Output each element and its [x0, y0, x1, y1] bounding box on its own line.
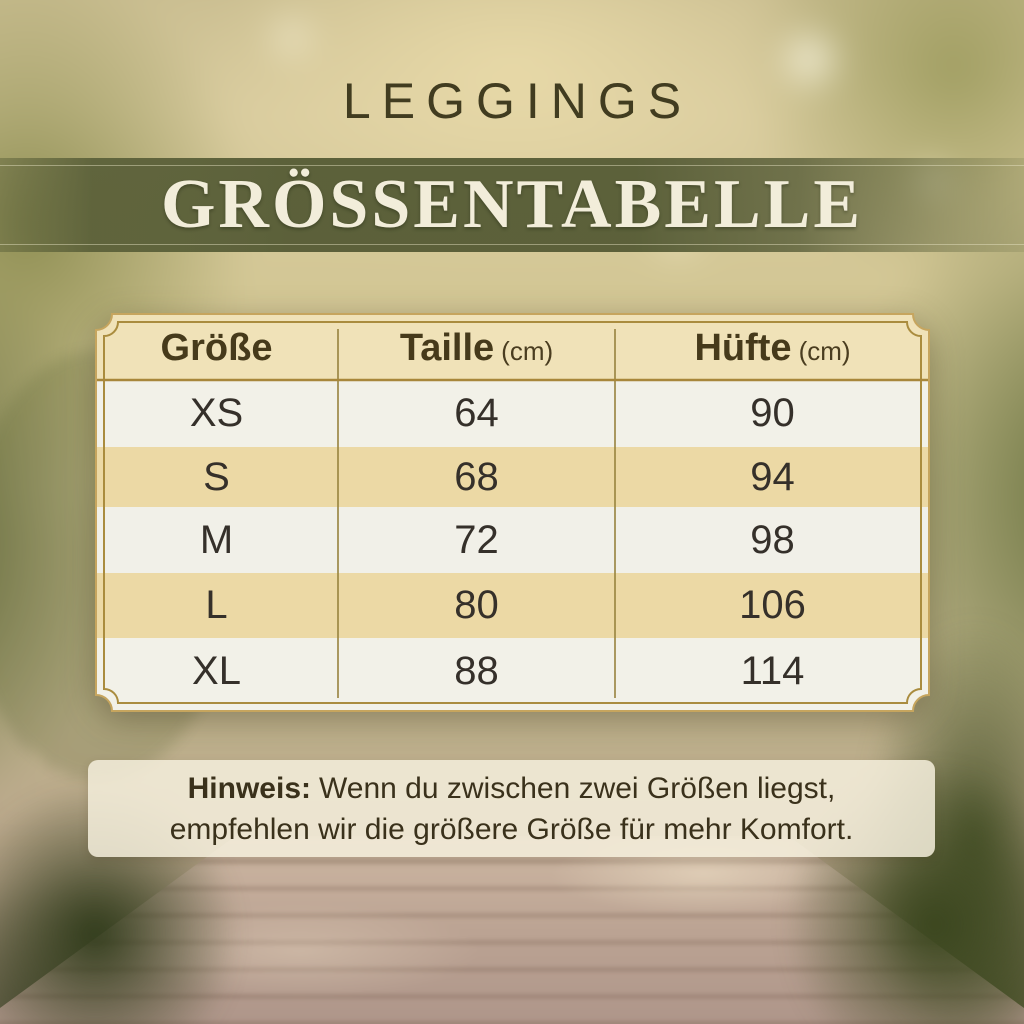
- cell-taille-m: 72: [454, 517, 499, 562]
- column-header-taille: Taille (cm): [338, 313, 615, 380]
- cell-taille-xs: 64: [454, 391, 499, 435]
- cell-huefte-xl: 114: [740, 648, 805, 693]
- cell-huefte-s: 94: [750, 454, 795, 499]
- cell-size-s: S: [203, 454, 230, 499]
- cell-taille-s: 68: [454, 454, 499, 499]
- column-header-huefte: Hüfte (cm): [615, 313, 930, 380]
- column-header-label: Größe: [160, 327, 273, 369]
- size-table: Größe Taille (cm) Hüfte (cm) XS 64 90 S …: [95, 313, 930, 712]
- column-header-groesse: Größe: [95, 313, 338, 380]
- note-box: Hinweis: Wenn du zwischen zwei Größen lie…: [88, 760, 935, 857]
- product-title: LEGGINGS: [342, 73, 693, 129]
- cell-huefte-l: 106: [739, 583, 806, 627]
- table-frame-decoration: [95, 313, 930, 712]
- cell-huefte-xs: 90: [750, 391, 795, 435]
- cell-size-l: L: [205, 583, 228, 627]
- note-text: Wenn du zwischen zwei Größen liegst,: [319, 771, 836, 805]
- cell-size-xl: XL: [192, 648, 241, 693]
- column-header-unit: (cm): [798, 336, 851, 366]
- title-banner: GRÖSSENTABELLE: [0, 158, 1024, 252]
- cell-taille-l: 80: [454, 583, 499, 627]
- cell-huefte-m: 98: [750, 517, 795, 562]
- note-line-1: Hinweis: Wenn du zwischen zwei Größen lie…: [188, 770, 836, 807]
- column-header-unit: (cm): [501, 336, 554, 366]
- size-table-panel: Größe Taille (cm) Hüfte (cm) XS 64 90 S …: [95, 313, 930, 712]
- cell-size-xs: XS: [189, 391, 244, 435]
- column-header-label: Hüfte: [694, 327, 792, 369]
- note-label: Hinweis:: [187, 771, 311, 805]
- cell-size-m: M: [199, 517, 234, 562]
- cell-taille-xl: 88: [454, 648, 499, 693]
- note-line-2: empfehlen wir die größere Größe für mehr…: [169, 812, 854, 846]
- column-header-label: Taille: [399, 327, 495, 369]
- banner-heading: GRÖSSENTABELLE: [160, 166, 864, 243]
